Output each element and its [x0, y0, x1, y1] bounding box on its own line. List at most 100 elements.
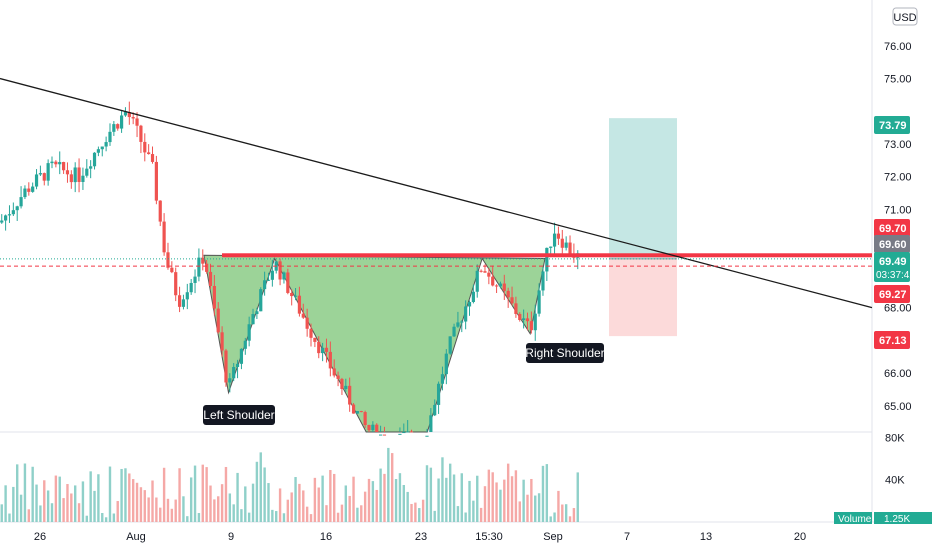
- volume-bar: [576, 472, 579, 522]
- candle-body: [479, 270, 483, 272]
- candle-body: [116, 124, 120, 129]
- volume-bar: [344, 485, 348, 522]
- candle-body: [27, 188, 31, 192]
- volume-bar: [495, 482, 498, 522]
- volume-bar: [189, 477, 193, 522]
- price-tag-label: 73.79: [879, 120, 907, 132]
- volume-bar: [418, 508, 421, 522]
- candle-body: [452, 326, 456, 337]
- volume-bar: [220, 484, 224, 522]
- volume-bar: [305, 506, 309, 522]
- volume-bar: [425, 465, 429, 522]
- volume-bar: [360, 505, 363, 522]
- volume-bar: [325, 505, 328, 522]
- volume-bar: [371, 481, 375, 522]
- candle-body: [181, 299, 186, 307]
- volume-bar: [131, 479, 135, 522]
- volume-bar: [232, 504, 235, 522]
- candle-body: [46, 163, 50, 181]
- volume-bar: [483, 486, 487, 522]
- candle-body: [243, 340, 247, 349]
- price-tag: [874, 219, 910, 237]
- candle-body: [560, 238, 564, 248]
- volume-bar: [8, 513, 11, 522]
- candle-body: [309, 328, 313, 338]
- right-shoulder-label: Right Shoulder: [525, 346, 604, 360]
- volume-bar: [12, 486, 15, 522]
- volume-bar: [452, 474, 456, 522]
- candle-body: [351, 404, 356, 414]
- candle-body: [31, 186, 35, 192]
- volume-bar: [445, 477, 448, 522]
- candle-body: [425, 435, 429, 437]
- target-zone: [609, 118, 677, 259]
- candle-body: [220, 332, 224, 351]
- volume-bar: [275, 511, 278, 522]
- volume-bar: [441, 457, 444, 522]
- price-tick-label: 66.00: [884, 368, 912, 380]
- candle-body: [104, 142, 108, 147]
- candle-body: [467, 302, 472, 307]
- volume-bar: [317, 487, 320, 522]
- volume-name: Volume: [838, 514, 872, 525]
- candle-body: [50, 161, 54, 164]
- volume-bar: [286, 499, 290, 522]
- candle-body: [328, 351, 332, 369]
- volume-bar: [313, 477, 317, 522]
- candle-body: [251, 314, 255, 325]
- candle-body: [108, 131, 112, 143]
- price-tag-countdown: 03:37:42: [876, 270, 915, 281]
- time-tick-label: 13: [700, 531, 712, 543]
- candle-body: [436, 383, 441, 405]
- candle-body: [162, 221, 166, 253]
- candle-body: [11, 210, 15, 215]
- candle-body: [89, 166, 93, 169]
- volume-bar: [247, 512, 251, 522]
- time-tick-label: Sep: [543, 531, 563, 543]
- volume-bar: [379, 468, 382, 522]
- volume-bar: [259, 452, 262, 522]
- candle-body: [378, 434, 383, 436]
- candle-body: [131, 117, 135, 119]
- candle-body: [58, 162, 62, 165]
- price-tag: [874, 252, 910, 282]
- candle-body: [77, 167, 81, 182]
- candle-body: [506, 290, 510, 298]
- candle-body: [375, 424, 379, 432]
- volume-bar: [564, 504, 568, 522]
- time-tick-label: Aug: [126, 531, 146, 543]
- volume-bar: [31, 466, 34, 522]
- candle-body: [533, 313, 537, 331]
- candle-body: [429, 415, 433, 432]
- candle-body: [38, 173, 43, 175]
- candle-body: [487, 272, 491, 277]
- volume-bar: [468, 480, 471, 522]
- currency-badge[interactable]: [892, 7, 918, 26]
- volume-bar: [151, 480, 154, 522]
- candle-body: [278, 261, 282, 280]
- candle-body: [293, 295, 298, 297]
- volume-bar: [62, 498, 65, 522]
- candle-body: [444, 353, 448, 375]
- volume-bar: [572, 508, 576, 522]
- candle-body: [324, 347, 329, 352]
- candle-body: [491, 276, 495, 286]
- candle-body: [212, 285, 216, 309]
- volume-bar: [278, 488, 282, 522]
- volume-bar: [178, 468, 181, 522]
- volume-bar: [228, 493, 232, 522]
- volume-bar: [518, 501, 521, 522]
- candle-body: [402, 432, 406, 434]
- volume-bar: [282, 513, 286, 522]
- volume-bar: [46, 490, 50, 522]
- time-tick-label: 23: [415, 531, 427, 543]
- candle-body: [549, 246, 553, 248]
- volume-bar: [50, 503, 54, 522]
- candle-body: [290, 292, 294, 297]
- candle-body: [321, 347, 325, 354]
- volume-bar: [81, 481, 85, 522]
- candle-body: [0, 220, 4, 223]
- candle-body: [201, 257, 205, 264]
